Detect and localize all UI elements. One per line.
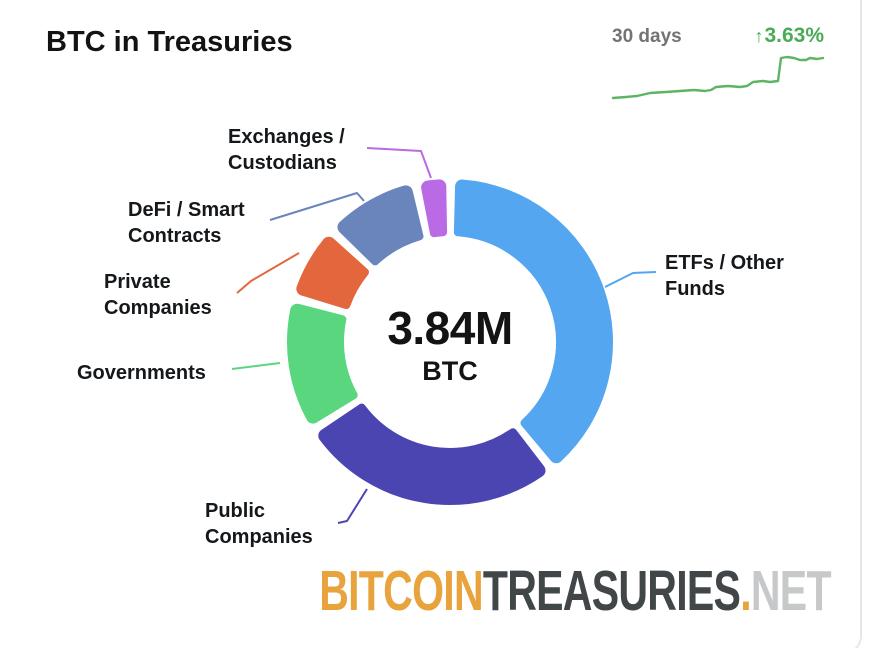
slice-label-line: Governments	[77, 362, 206, 384]
slice-label-exchanges: Exchanges / Custodians	[228, 124, 345, 176]
site-logo-part: BITCOIN	[319, 559, 483, 623]
slice-label-line: ETFs / Other	[665, 252, 784, 274]
slice-label-line: Private	[104, 271, 171, 293]
leader-line-etfs	[604, 271, 657, 288]
leader-line-public	[337, 488, 368, 524]
leader-line-defi	[269, 192, 365, 221]
donut-slice-public[interactable]	[316, 401, 548, 507]
site-logo-part: NET	[750, 559, 832, 623]
slice-label-governments: Governments	[77, 360, 206, 386]
donut-slice-defi[interactable]	[335, 183, 426, 268]
sparkline-chart	[611, 55, 825, 100]
slice-label-line: Custodians	[228, 152, 337, 174]
leader-line-exchanges	[366, 147, 432, 179]
total-btc-unit: BTC	[422, 356, 478, 386]
slice-label-public: Public Companies	[205, 498, 313, 550]
donut-center-text: 3.84M BTC	[387, 302, 513, 386]
slice-label-defi: DeFi / Smart Contracts	[128, 197, 245, 249]
site-logo-part: TREASURIES	[482, 559, 741, 623]
donut-slice-private[interactable]	[294, 234, 371, 312]
site-logo: BITCOIN TREASURIES. NET	[287, 559, 863, 623]
sparkline-series	[611, 55, 825, 100]
leader-line-private	[236, 252, 300, 294]
trend-change-value: 3.63%	[764, 24, 824, 47]
leader-line-governments	[231, 362, 281, 370]
slice-label-line: DeFi / Smart	[128, 199, 245, 221]
slice-label-private: Private Companies	[104, 269, 212, 321]
slice-label-line: Public	[205, 500, 266, 522]
slice-label-etfs: ETFs / Other Funds	[665, 250, 784, 302]
trend-change: ↑ 3.63%	[754, 24, 824, 48]
slice-label-line: Companies	[205, 526, 313, 548]
slice-label-line: Funds	[665, 278, 725, 300]
up-arrow-icon: ↑	[754, 26, 764, 46]
site-logo-part: .	[740, 559, 751, 623]
total-btc-value: 3.84M	[387, 302, 513, 354]
slice-label-line: Companies	[104, 297, 212, 319]
donut-slice-governments[interactable]	[285, 301, 360, 426]
slice-label-line: Contracts	[128, 225, 222, 247]
slice-label-line: Exchanges /	[228, 126, 345, 148]
trend-period-label: 30 days	[612, 26, 682, 47]
trend-summary: 30 days ↑ 3.63%	[612, 24, 824, 48]
donut-slice-etfs[interactable]	[451, 177, 615, 466]
donut-slice-exchanges[interactable]	[419, 177, 450, 240]
page-title: BTC in Treasuries	[46, 26, 293, 58]
